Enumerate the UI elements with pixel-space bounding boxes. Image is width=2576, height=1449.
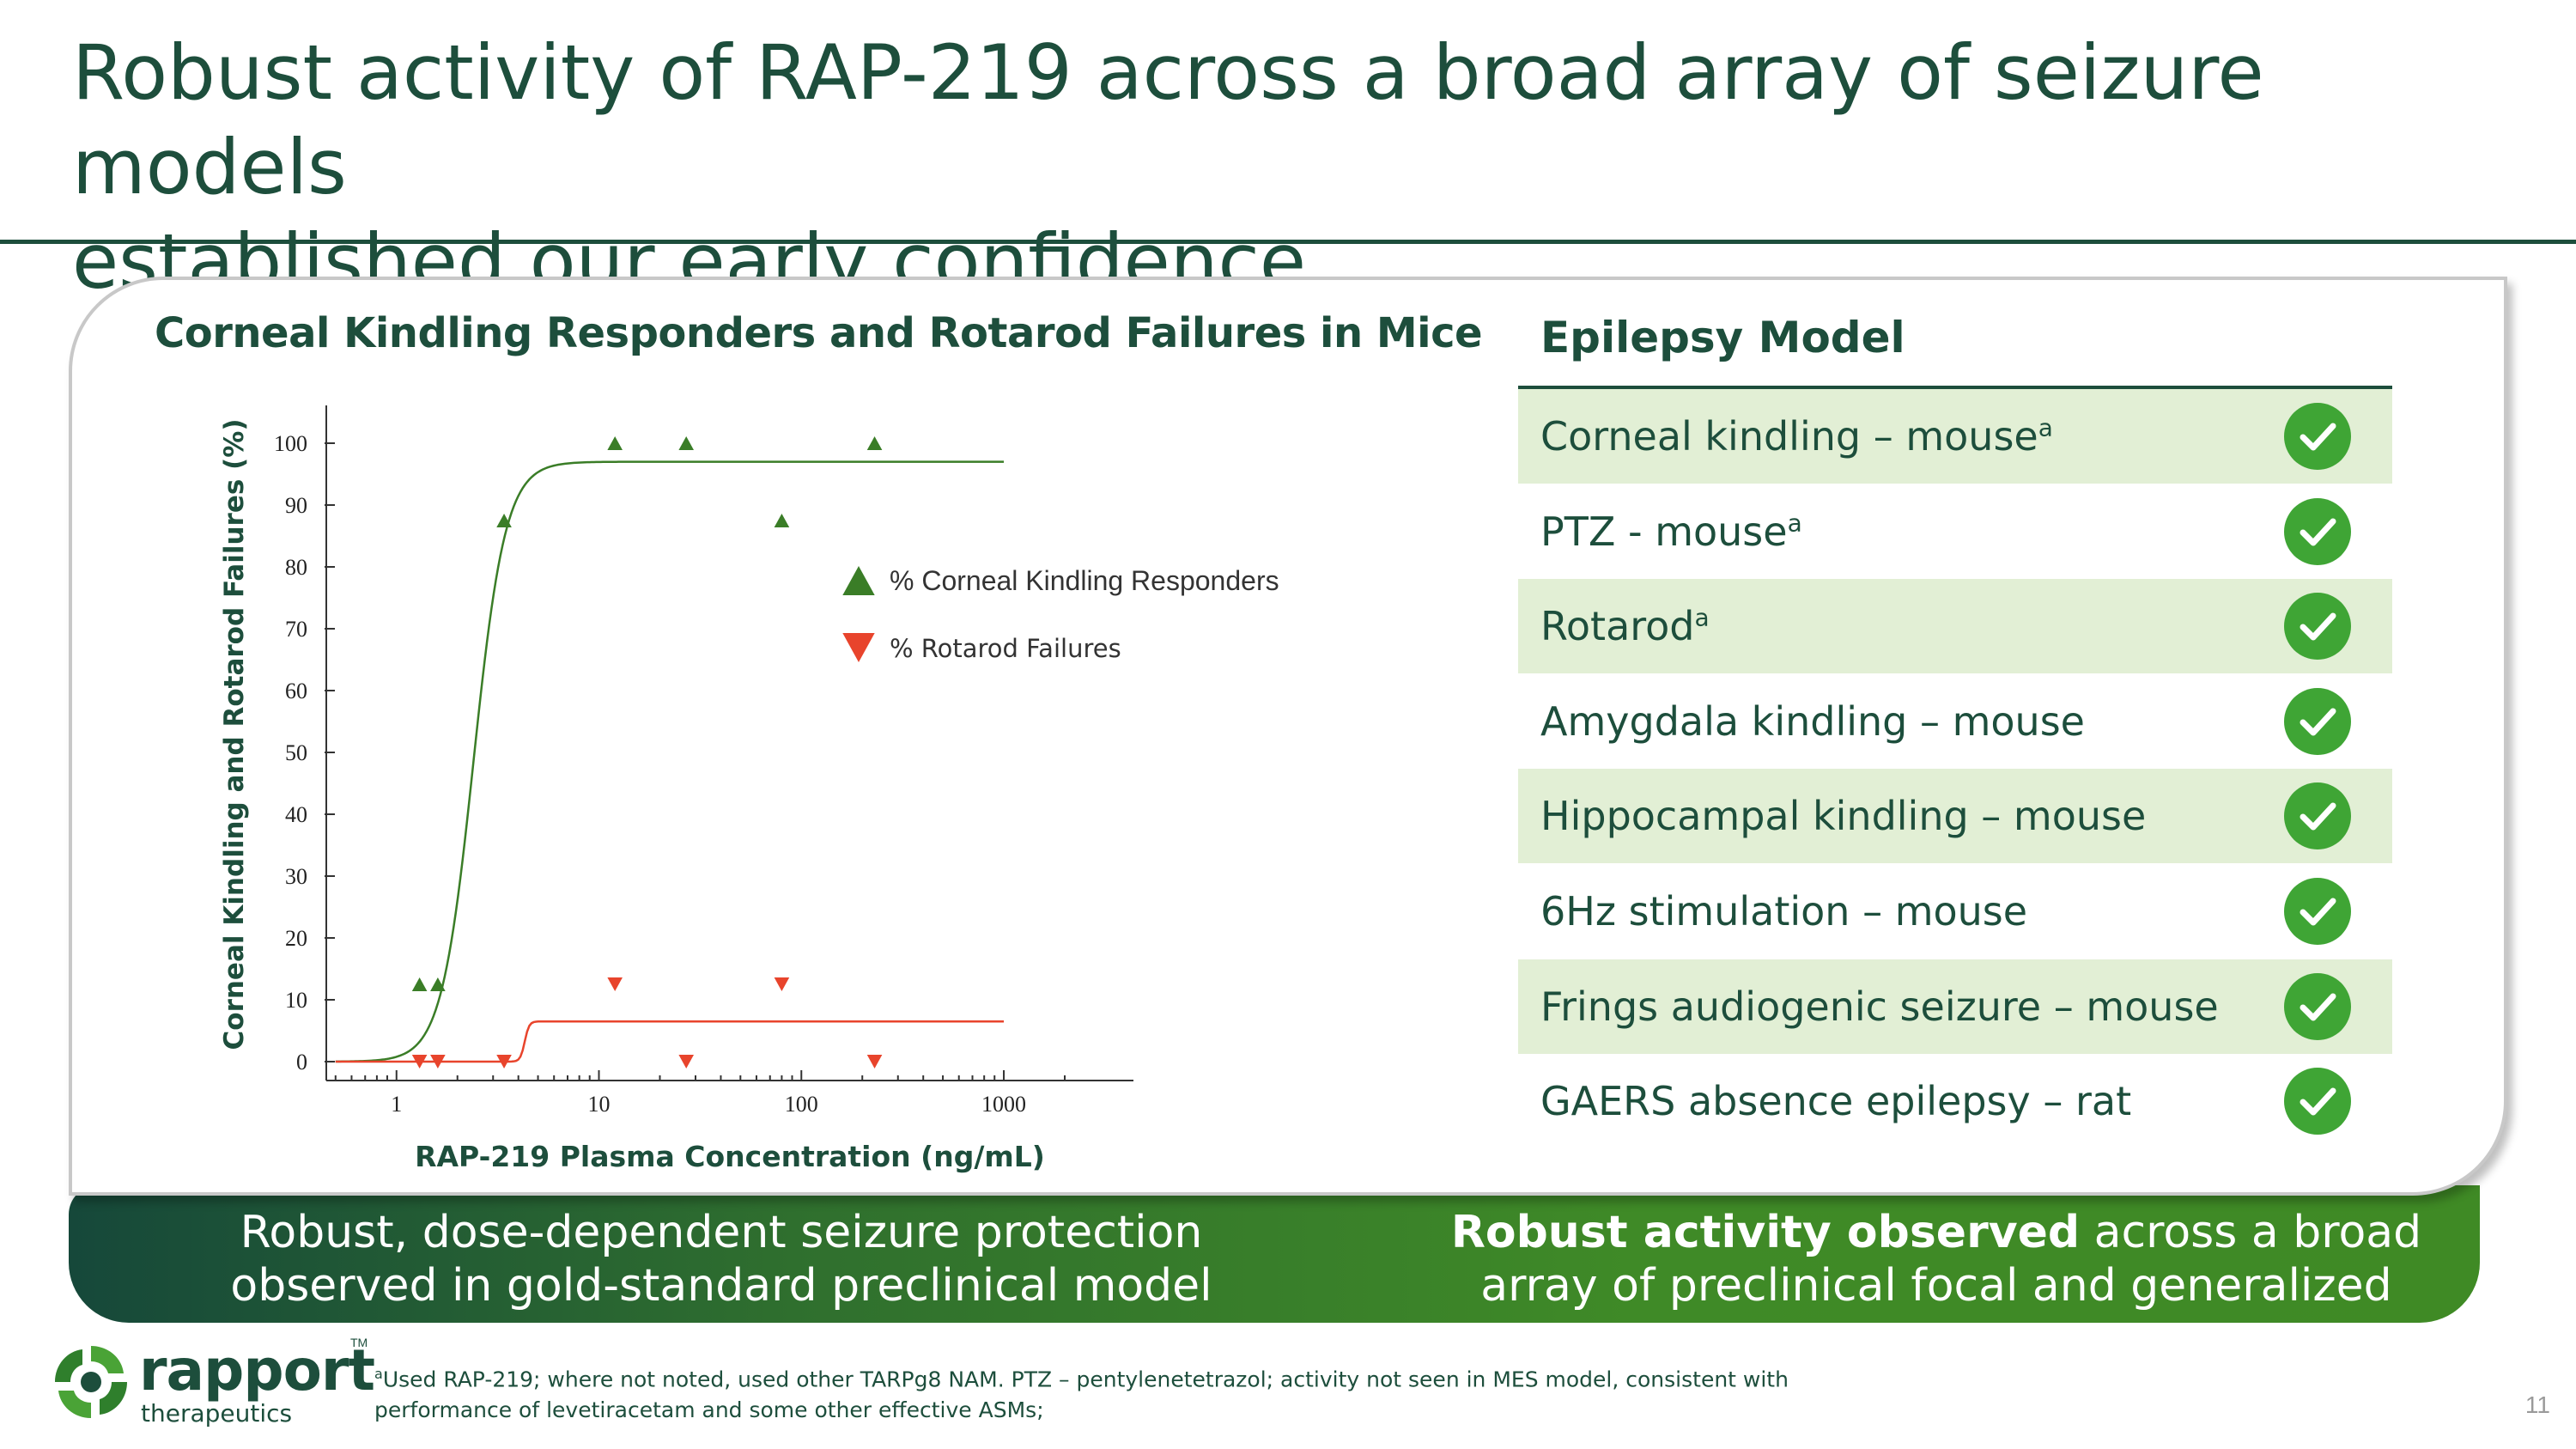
- check-circle-icon: [2284, 687, 2351, 755]
- y-tick-label: 50: [285, 740, 307, 765]
- summary-right-bold: Robust activity observed: [1450, 1207, 2081, 1258]
- epilepsy-model-header: Epilepsy Model: [1540, 313, 1905, 362]
- epilepsy-model-label: Rotaroda: [1540, 603, 1710, 649]
- responder-point: [430, 977, 446, 991]
- rapport-mark-icon: [55, 1346, 127, 1418]
- footnote-marker: a: [374, 1366, 383, 1382]
- rotarod-point: [430, 1055, 446, 1068]
- responder-point: [496, 514, 512, 527]
- epilepsy-model-list: Corneal kindling – mousea PTZ - mousea Rot…: [1518, 389, 2392, 1149]
- epilepsy-model-footnote-marker: a: [1787, 508, 1802, 538]
- footnote: aUsed RAP-219; where not noted, used oth…: [374, 1359, 1920, 1426]
- epilepsy-model-label-text: GAERS absence epilepsy – rat: [1540, 1078, 2132, 1125]
- epilepsy-model-row: PTZ - mousea: [1518, 484, 2392, 579]
- legend-marker-responders: [842, 566, 875, 595]
- epilepsy-model-row: 6Hz stimulation – mouse: [1518, 864, 2392, 959]
- legend-label: % Corneal Kindling Responders: [890, 565, 1279, 596]
- responder-point: [866, 436, 883, 450]
- summary-left: Robust, dose-dependent seizure protectio…: [230, 1207, 1212, 1312]
- summary-right: Robust activity observed across a broad …: [1408, 1206, 2464, 1379]
- check-circle-icon: [2284, 782, 2351, 850]
- x-tick-label: 10: [588, 1092, 611, 1117]
- epilepsy-model-row: Frings audiogenic seizure – mouse: [1518, 959, 2392, 1054]
- check-circle-icon: [2284, 403, 2351, 470]
- epilepsy-model-label: Corneal kindling – mousea: [1540, 413, 2053, 460]
- responder-point: [678, 436, 695, 450]
- check-circle-icon: [2284, 877, 2351, 945]
- y-tick-label: 0: [296, 1050, 307, 1075]
- rotarod-point: [411, 1055, 428, 1068]
- y-tick-label: 10: [285, 988, 307, 1013]
- y-tick-label: 40: [285, 802, 307, 827]
- responder-point: [774, 514, 790, 527]
- summary-band: [69, 1185, 2480, 1323]
- y-tick-label: 30: [285, 864, 307, 889]
- epilepsy-model-label-text: PTZ - mouse: [1540, 508, 1788, 555]
- epilepsy-model-label-text: Amygdala kindling – mouse: [1540, 697, 2085, 745]
- fit-curve-rotarod: [335, 1020, 1005, 1063]
- responder-point: [411, 977, 428, 991]
- check-circle-icon: [2284, 972, 2351, 1040]
- rotarod-point: [774, 977, 790, 991]
- rotarod-point: [496, 1055, 512, 1068]
- x-tick-label: 100: [785, 1092, 818, 1117]
- epilepsy-model-row: GAERS absence epilepsy – rat: [1518, 1054, 2392, 1148]
- y-tick-label: 20: [285, 926, 307, 951]
- epilepsy-model-label-text: Hippocampal kindling – mouse: [1540, 793, 2147, 840]
- epilepsy-model-label: Hippocampal kindling – mouse: [1540, 793, 2146, 839]
- epilepsy-model-row: Amygdala kindling – mouse: [1518, 674, 2392, 769]
- footnote-text: Used RAP-219; where not noted, used othe…: [374, 1367, 1789, 1423]
- x-axis-label: RAP-219 Plasma Concentration (ng/mL): [415, 1140, 1045, 1173]
- logo-wordmark: rapport: [139, 1337, 375, 1403]
- y-tick-label: 90: [285, 493, 307, 518]
- epilepsy-model-row: Hippocampal kindling – mouse: [1518, 769, 2392, 864]
- epilepsy-model-label: Frings audiogenic seizure – mouse: [1540, 983, 2219, 1030]
- epilepsy-model-label: PTZ - mousea: [1540, 508, 1802, 555]
- fit-curve-responders: [335, 460, 1005, 1063]
- x-tick-label: 1000: [981, 1092, 1026, 1117]
- epilepsy-model-label: GAERS absence epilepsy – rat: [1540, 1078, 2131, 1124]
- slide-title: Robust activity of RAP-219 across a broa…: [72, 26, 2476, 309]
- page-number: 11: [2524, 1391, 2550, 1418]
- y-tick-label: 60: [285, 679, 307, 703]
- summary-right-sup: b: [2093, 1318, 2117, 1361]
- epilepsy-model-rule: [1518, 386, 2392, 389]
- rapport-logo: rapport TM therapeutics: [48, 1336, 375, 1430]
- legend-marker-rotarod: [842, 633, 875, 662]
- y-tick-label: 70: [285, 617, 307, 642]
- y-axis-label: Corneal Kindling and Rotarod Failures (%…: [219, 419, 250, 1050]
- responder-point: [607, 436, 623, 450]
- epilepsy-model-label-text: 6Hz stimulation – mouse: [1540, 887, 2028, 935]
- check-circle-icon: [2284, 593, 2351, 661]
- epilepsy-model-row: Corneal kindling – mousea: [1518, 389, 2392, 484]
- rotarod-point: [678, 1055, 695, 1068]
- summary-right-text: across a broad array of preclinical foca…: [1480, 1207, 2422, 1379]
- logo-trademark: TM: [350, 1336, 368, 1349]
- epilepsy-model-footnote-marker: a: [1694, 603, 1710, 632]
- y-tick-label: 80: [285, 555, 307, 580]
- epilepsy-model-label: 6Hz stimulation – mouse: [1540, 888, 2027, 935]
- epilepsy-model-label-text: Frings audiogenic seizure – mouse: [1540, 983, 2219, 1030]
- epilepsy-model-footnote-marker: a: [2038, 413, 2053, 442]
- title-divider: [0, 240, 2576, 244]
- slide-title-line-1: Robust activity of RAP-219 across a broa…: [72, 28, 2264, 211]
- rotarod-point: [607, 977, 623, 991]
- rotarod-point: [866, 1055, 883, 1068]
- epilepsy-model-label-text: Rotarod: [1540, 603, 1695, 650]
- chart-title: Corneal Kindling Responders and Rotarod …: [155, 309, 1483, 357]
- x-tick-label: 1: [391, 1092, 402, 1117]
- epilepsy-model-row: Rotaroda: [1518, 579, 2392, 674]
- legend-label: % Rotarod Failures: [890, 634, 1121, 663]
- epilepsy-model-label-text: Corneal kindling – mouse: [1540, 413, 2038, 460]
- check-circle-icon: [2284, 497, 2351, 565]
- check-circle-icon: [2284, 1068, 2351, 1135]
- epilepsy-model-label: Amygdala kindling – mouse: [1540, 698, 2085, 745]
- logo-subtitle: therapeutics: [141, 1399, 293, 1428]
- y-tick-label: 100: [274, 431, 307, 456]
